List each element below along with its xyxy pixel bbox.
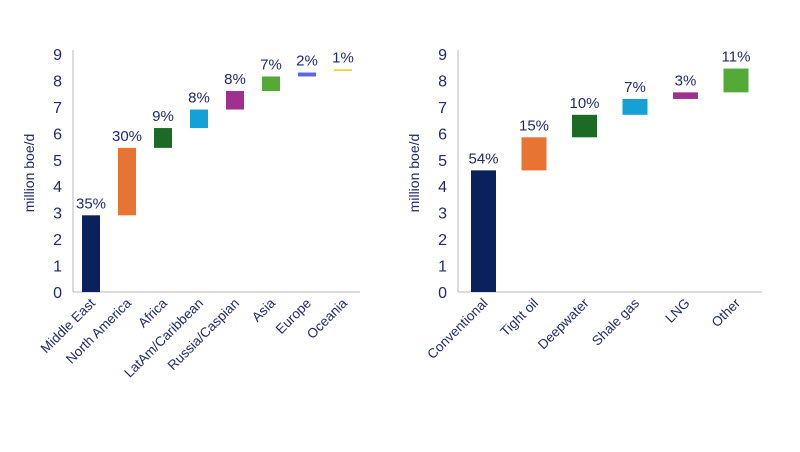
y-axis-label: million boe/d bbox=[406, 134, 422, 213]
x-tick-label: Tight oil bbox=[497, 296, 541, 340]
bar bbox=[262, 76, 280, 92]
y-tick-label: 7 bbox=[438, 100, 447, 117]
y-tick-label: 1 bbox=[53, 259, 62, 276]
x-tick-label: Shale gas bbox=[589, 295, 642, 348]
y-axis-label: million boe/d bbox=[21, 134, 37, 213]
x-tick-label: Deepwater bbox=[535, 295, 592, 352]
bar bbox=[471, 170, 496, 292]
bar bbox=[226, 91, 244, 110]
y-tick-label: 4 bbox=[438, 179, 447, 196]
y-tick-label: 7 bbox=[53, 100, 62, 117]
data-label: 8% bbox=[188, 90, 210, 107]
x-tick-label: Other bbox=[709, 295, 744, 330]
y-tick-label: 5 bbox=[438, 153, 447, 170]
bar bbox=[521, 137, 547, 171]
data-label: 8% bbox=[224, 71, 246, 88]
y-tick-label: 2 bbox=[53, 232, 62, 249]
data-label: 7% bbox=[624, 79, 646, 96]
data-label: 9% bbox=[152, 108, 174, 125]
data-label: 11% bbox=[722, 49, 751, 66]
y-tick-label: 3 bbox=[438, 206, 447, 223]
data-label: 10% bbox=[569, 95, 599, 112]
data-label: 15% bbox=[519, 117, 549, 134]
y-tick-label: 6 bbox=[438, 126, 447, 143]
x-tick-label: Asia bbox=[249, 295, 279, 325]
bar bbox=[334, 69, 352, 71]
y-tick-label: 0 bbox=[438, 285, 447, 302]
y-tick-label: 9 bbox=[53, 47, 62, 64]
data-label: 35% bbox=[76, 195, 106, 212]
y-tick-label: 6 bbox=[53, 126, 62, 143]
y-tick-label: 1 bbox=[438, 259, 447, 276]
x-tick-label: Conventional bbox=[424, 296, 490, 362]
data-label: 54% bbox=[468, 150, 498, 167]
x-tick-label: North America bbox=[63, 295, 134, 366]
data-label: 2% bbox=[296, 53, 318, 70]
bar bbox=[673, 92, 698, 99]
data-label: 1% bbox=[332, 49, 354, 66]
bar bbox=[190, 109, 208, 129]
bar bbox=[82, 215, 100, 292]
bar bbox=[723, 68, 749, 93]
bar bbox=[572, 114, 597, 138]
y-tick-label: 5 bbox=[53, 153, 62, 170]
y-tick-label: 8 bbox=[438, 73, 447, 90]
y-tick-label: 0 bbox=[53, 285, 62, 302]
x-tick-label: Oceania bbox=[304, 295, 351, 342]
chart-panel-2: 0 1 2 3 4 5 6 7 8 9 million boe/d 54% Conventional 15… bbox=[406, 47, 762, 362]
y-tick-label: 3 bbox=[53, 206, 62, 223]
y-tick-label: 2 bbox=[438, 232, 447, 249]
y-tick-label: 4 bbox=[53, 179, 62, 196]
data-label: 30% bbox=[112, 128, 142, 145]
y-tick-label: 9 bbox=[438, 47, 447, 64]
data-label: 3% bbox=[675, 72, 697, 89]
bar bbox=[298, 72, 316, 77]
y-tick-label: 8 bbox=[53, 73, 62, 90]
data-label: 7% bbox=[260, 56, 282, 73]
bar bbox=[154, 128, 172, 148]
bar bbox=[118, 147, 136, 216]
x-tick-label: LNG bbox=[662, 296, 692, 326]
bar bbox=[622, 98, 648, 115]
